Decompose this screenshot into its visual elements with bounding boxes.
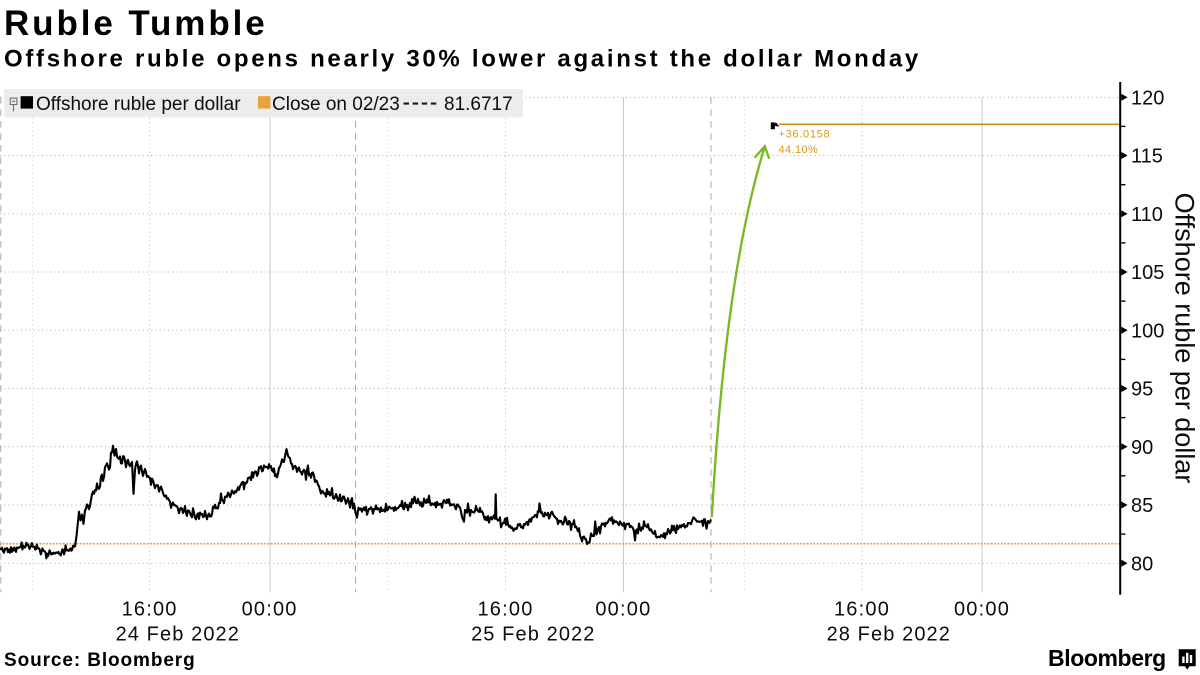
svg-text:44.10%: 44.10% [779, 144, 819, 156]
svg-text:95: 95 [1131, 379, 1153, 401]
svg-text:+36.0158: +36.0158 [779, 129, 831, 141]
svg-text:25 Feb 2022: 25 Feb 2022 [471, 624, 595, 646]
svg-text:16:00: 16:00 [834, 599, 890, 621]
svg-text:00:00: 00:00 [595, 599, 651, 621]
svg-text:115: 115 [1131, 146, 1163, 168]
svg-text:110: 110 [1131, 204, 1163, 226]
svg-text:Bloomberg: Bloomberg [1048, 645, 1166, 671]
svg-text:Offshore ruble per dollar: Offshore ruble per dollar [1170, 193, 1200, 484]
svg-text:80: 80 [1131, 553, 1153, 575]
svg-text:Ruble Tumble: Ruble Tumble [4, 4, 268, 43]
svg-text:16:00: 16:00 [122, 599, 178, 621]
svg-text:00:00: 00:00 [242, 599, 298, 621]
svg-text:16:00: 16:00 [477, 599, 533, 621]
svg-text:105: 105 [1131, 262, 1164, 284]
svg-text:90: 90 [1131, 437, 1153, 459]
svg-text:Offshore ruble per dollar: Offshore ruble per dollar [36, 94, 241, 115]
svg-text:100: 100 [1131, 320, 1164, 342]
svg-text:Source: Bloomberg: Source: Bloomberg [4, 650, 196, 671]
svg-text:120: 120 [1131, 88, 1164, 110]
svg-text:Close on 02/23: Close on 02/23 [272, 94, 400, 115]
svg-text:28 Feb 2022: 28 Feb 2022 [827, 624, 951, 646]
svg-text:81.6717: 81.6717 [444, 94, 513, 115]
svg-text:85: 85 [1131, 495, 1153, 517]
svg-text:24 Feb 2022: 24 Feb 2022 [116, 624, 240, 646]
svg-text:00:00: 00:00 [954, 599, 1010, 621]
svg-text:Offshore ruble opens nearly 30: Offshore ruble opens nearly 30% lower ag… [4, 46, 921, 73]
